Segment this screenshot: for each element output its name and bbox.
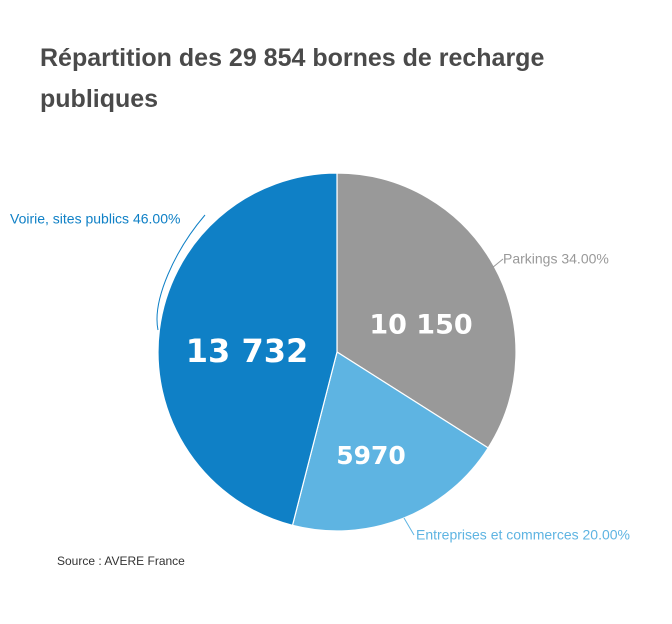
leader-line	[403, 517, 415, 536]
pie-leader-lines	[156, 214, 504, 536]
slice-category-label: Voirie, sites publics 46.00%	[10, 211, 180, 227]
pie-slice-parkings[interactable]	[336, 172, 517, 449]
pie-value-labels: 10 150 5970 13 732	[186, 310, 473, 471]
slice-category-label: Parkings 34.00%	[503, 251, 609, 267]
leader-line	[156, 214, 206, 331]
slice-value-label: 5970	[336, 441, 406, 470]
pie-slice-voirie-sites-publics[interactable]	[157, 172, 338, 527]
slice-value-label: 13 732	[186, 332, 308, 370]
chart-title: Répartition des 29 854 bornes de recharg…	[40, 44, 545, 113]
slice-category-label: Entreprises et commerces 20.00%	[416, 527, 630, 543]
pie-slice-entreprises-et-commerces[interactable]	[291, 351, 489, 532]
slice-value-label: 10 150	[369, 310, 472, 341]
leader-line	[491, 258, 504, 269]
pie-outside-labels: Parkings 34.00% Entreprises et commerces …	[10, 211, 630, 543]
source-note: Source : AVERE France	[57, 554, 185, 568]
pie-slices	[157, 172, 517, 532]
